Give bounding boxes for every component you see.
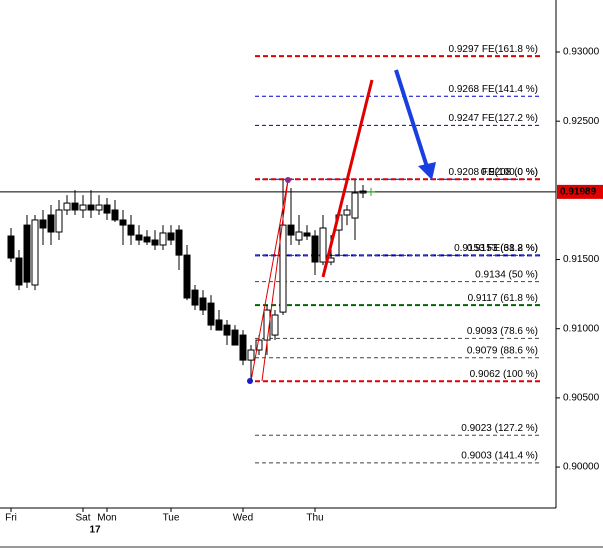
- level-label: 0.9247 FE(127.2 %): [449, 113, 539, 124]
- candle-body: [47, 214, 55, 233]
- candle-body: [247, 349, 255, 361]
- x-tick-label: Mon: [97, 513, 116, 524]
- x-tick-label: Tue: [163, 513, 180, 524]
- candle-body: [287, 224, 295, 236]
- candle-body: [31, 219, 39, 286]
- candle-body: [39, 219, 47, 229]
- last-price-box: [557, 184, 603, 199]
- level-label: 0.9079 (88.6 %): [467, 345, 538, 356]
- x-tick-label: Thu: [306, 513, 323, 524]
- projection-line: [321, 79, 374, 278]
- candle-body: [23, 224, 31, 283]
- level-label: 0.9117 (61.8 %): [468, 293, 538, 304]
- current-marker: [367, 187, 375, 196]
- candle-body: [127, 224, 135, 236]
- x-tick-label: Wed: [233, 513, 253, 524]
- level-label: 0.9003 (141.4 %): [461, 451, 538, 462]
- level-label: 0.9023 (127.2 %): [461, 423, 538, 434]
- candle-body: [159, 232, 167, 246]
- candle-body: [295, 231, 303, 241]
- y-tick-label: 0.91500: [563, 254, 600, 265]
- y-tick-label: 0.90500: [563, 393, 600, 404]
- last-price-label: 0.91989: [560, 187, 597, 198]
- candle-body: [119, 219, 127, 226]
- trend-line: [250, 179, 289, 382]
- arrow-head: [418, 162, 436, 180]
- candle-body: [183, 254, 191, 299]
- candle-body: [311, 235, 319, 263]
- candle-body: [15, 257, 23, 286]
- anchor-point: [285, 177, 291, 183]
- candle-body: [111, 209, 119, 221]
- level-label: 0.9153 FE(61.8 %): [454, 243, 538, 254]
- candle-body: [279, 224, 287, 313]
- candle-body: [95, 204, 103, 211]
- level-label: 0.9093 (78.6 %): [467, 326, 538, 337]
- candle-body: [79, 204, 87, 211]
- candle-body: [351, 192, 359, 219]
- candle-body: [199, 297, 207, 311]
- candle-body: [239, 334, 247, 361]
- candle-body: [231, 329, 239, 346]
- level-label: 0.9134 (50 %): [475, 269, 538, 280]
- candle-body: [151, 239, 159, 246]
- trend-line: [261, 179, 289, 382]
- candle-body: [71, 202, 79, 211]
- y-tick-label: 0.91000: [563, 323, 600, 334]
- candle-body: [215, 319, 223, 331]
- level-label: 0.9062 (100 %): [470, 369, 538, 380]
- candle-body: [207, 302, 215, 326]
- y-tick-label: 0.93000: [563, 47, 600, 58]
- x-tick-label: Sat: [75, 513, 90, 524]
- candle-body: [63, 202, 71, 211]
- level-label: 0.9268 FE(141.4 %): [449, 84, 539, 95]
- level-label: 0.9208 (0 %): [481, 167, 538, 178]
- candle-body: [87, 204, 95, 211]
- candle-body: [167, 232, 175, 241]
- drawings: [247, 69, 436, 384]
- y-tick-label: 0.92500: [563, 116, 600, 127]
- candle-body: [7, 235, 15, 259]
- level-label: 0.9153 (38.2 %): [467, 243, 538, 254]
- y-tick-label: 0.90000: [563, 462, 600, 473]
- candle-body: [343, 209, 351, 216]
- arrow-shaft: [394, 69, 430, 171]
- date-label: 17: [89, 525, 101, 536]
- level-label: 0.9297 FE(161.8 %): [449, 44, 539, 55]
- anchor-point: [247, 378, 253, 384]
- candle-body: [135, 234, 143, 241]
- candle-body: [303, 232, 311, 237]
- level-label: 0.9208 FE(100.0 %): [449, 167, 539, 178]
- candle-body: [55, 209, 63, 233]
- candle-body: [103, 204, 111, 214]
- candle-body: [143, 236, 151, 243]
- candle-body: [319, 227, 327, 263]
- x-tick-label: Fri: [5, 513, 17, 524]
- candle-body: [175, 229, 183, 256]
- candle-body: [271, 314, 279, 336]
- candle-body: [191, 289, 199, 306]
- candle-body: [223, 324, 231, 336]
